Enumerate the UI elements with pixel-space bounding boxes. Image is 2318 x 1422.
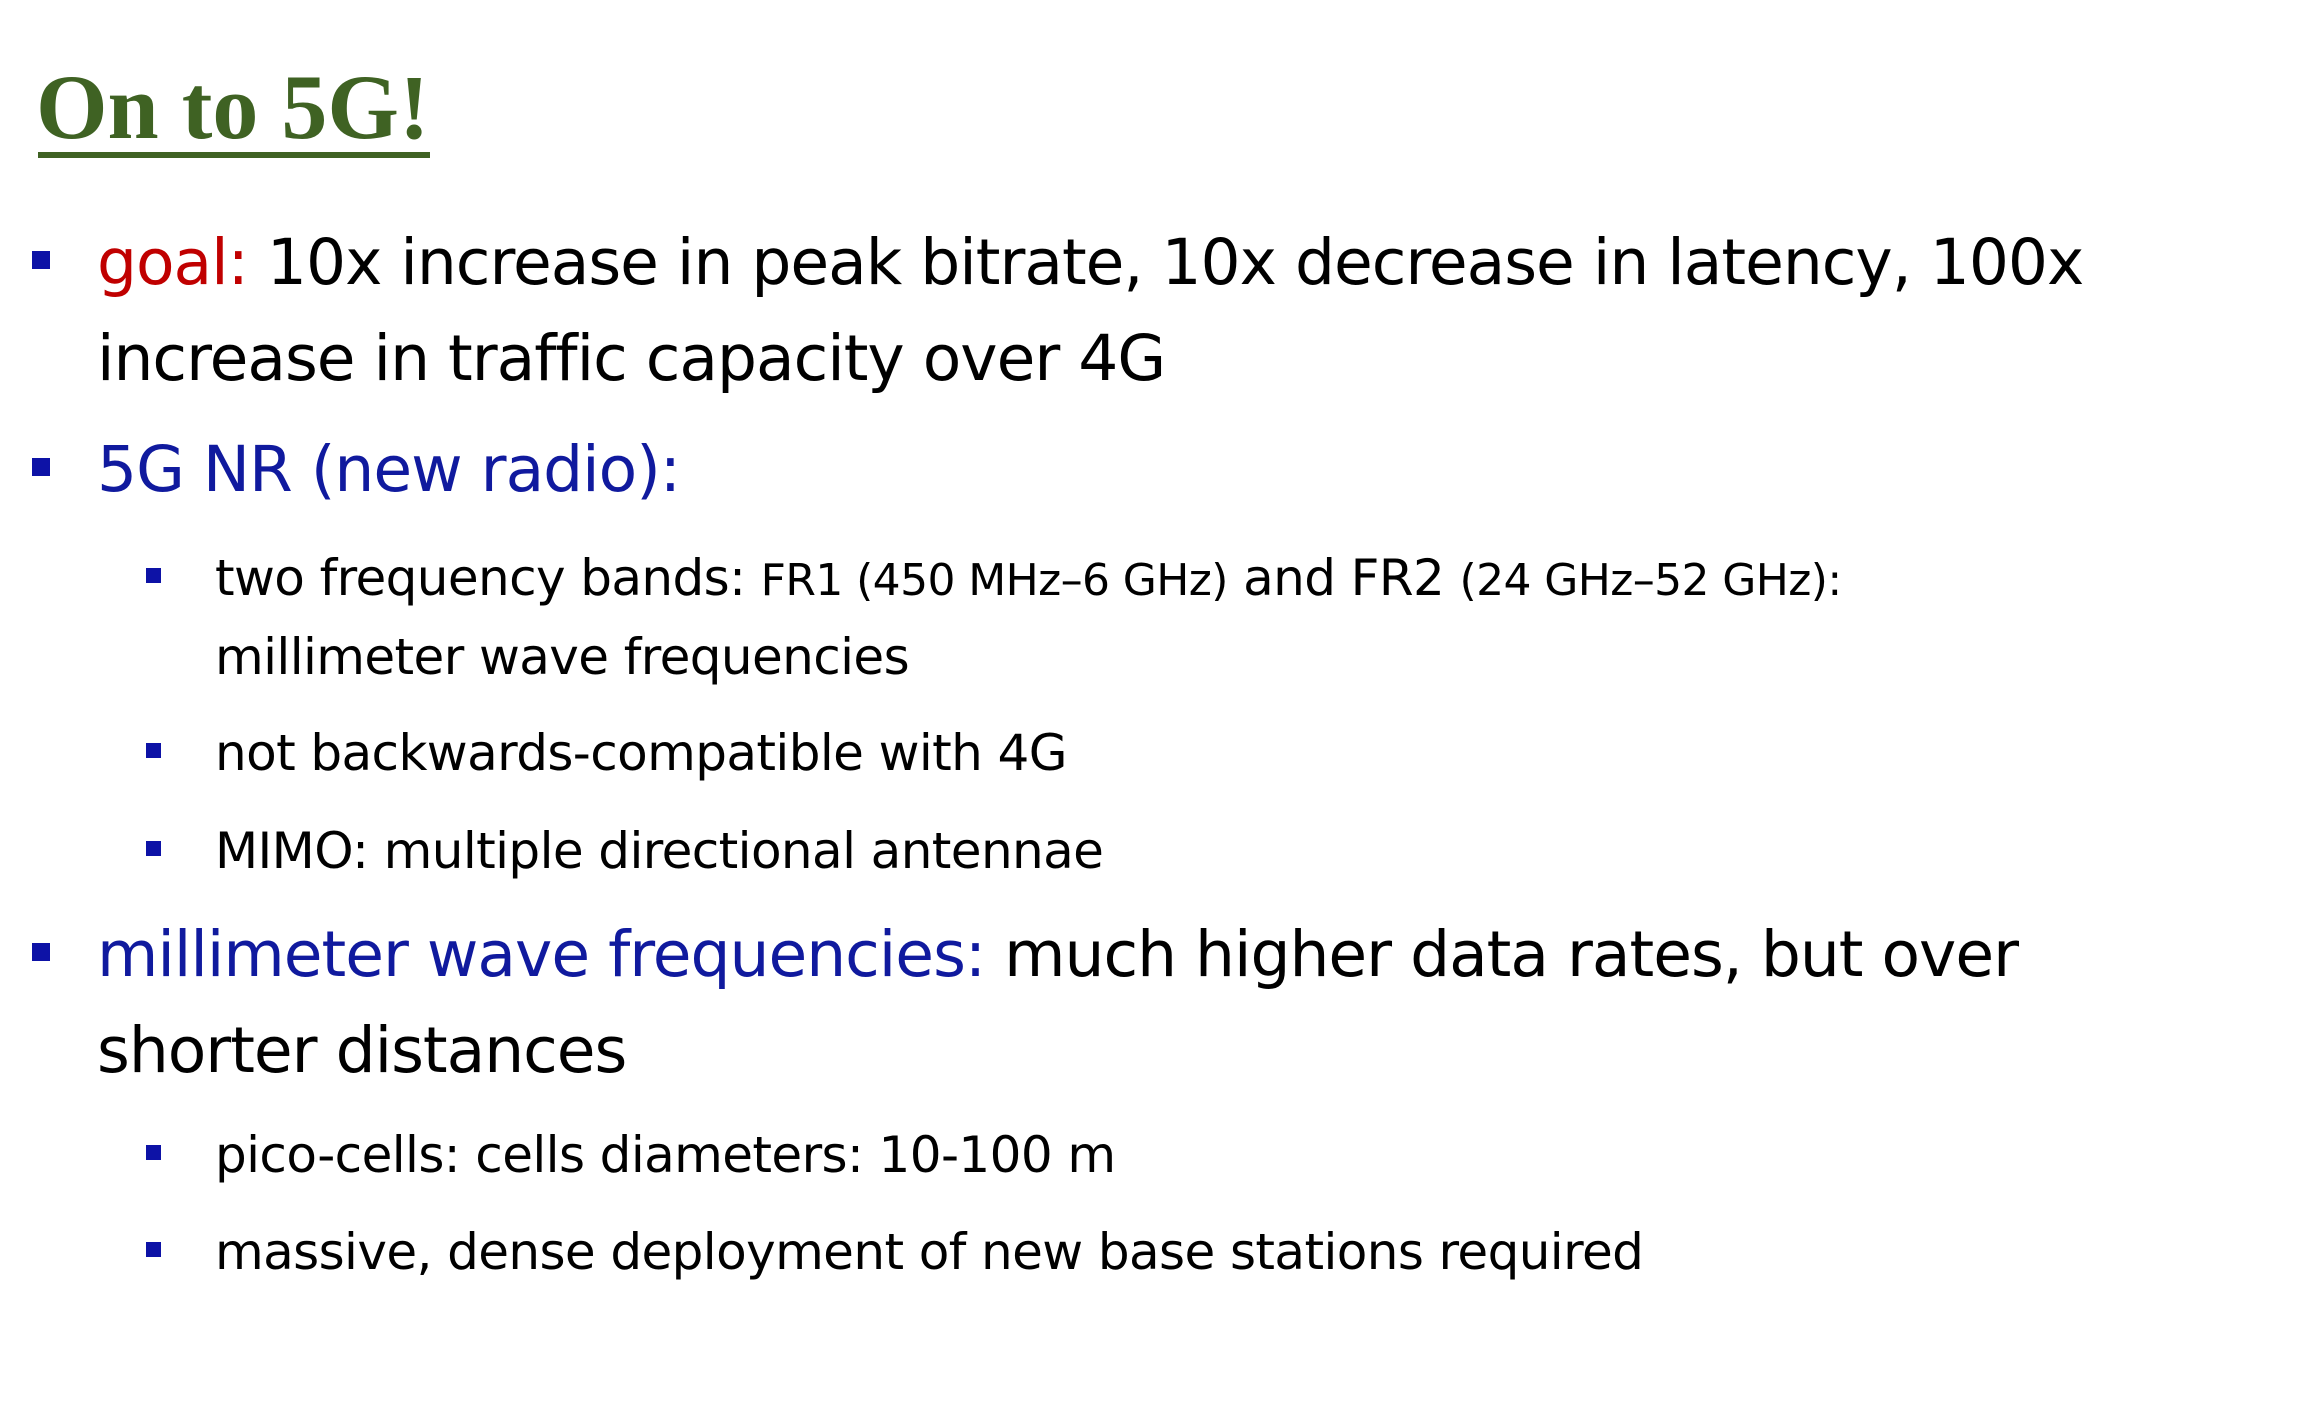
sub-bullet-marker <box>146 743 161 758</box>
mmwave-line2: shorter distances <box>97 1014 627 1087</box>
bullet-marker <box>32 458 50 476</box>
bands-part3: and FR2 <box>1227 549 1460 607</box>
bands-part2: FR1 (450 MHz–6 GHz) <box>760 555 1229 606</box>
sub-bullet-marker <box>146 841 161 856</box>
bands-line2: millimeter wave frequencies <box>215 628 910 686</box>
sub-bullet-marker <box>146 1242 161 1257</box>
goal-line2: increase in traffic capacity over 4G <box>97 322 1166 395</box>
mmwave-line1: much higher data rates, but over <box>985 918 2019 991</box>
sub-bullet-bands-text: two frequency bands: FR1 (450 MHz–6 GHz)… <box>215 540 1842 695</box>
bands-part1: two frequency bands: <box>215 549 761 607</box>
mimo-text: MIMO: multiple directional antennae <box>215 822 1104 880</box>
bullet-marker <box>32 251 50 269</box>
compat-text: not backwards-compatible with 4G <box>215 724 1068 782</box>
goal-line1: 10x increase in peak bitrate, 10x decrea… <box>247 226 2084 299</box>
goal-label: goal: <box>97 226 249 299</box>
bands-part4: (24 GHz–52 GHz): <box>1459 555 1843 606</box>
bullet-goal-text: goal: 10x increase in peak bitrate, 10x … <box>97 215 2084 407</box>
bullet-mmwave-text: millimeter wave frequencies: much higher… <box>97 907 2019 1099</box>
sub-bullet-marker <box>146 568 161 583</box>
bullet-marker <box>32 943 50 961</box>
sub-bullet-marker <box>146 1145 161 1160</box>
slide-title: On to 5G! <box>36 56 430 158</box>
mmwave-label: millimeter wave frequencies: <box>97 918 986 991</box>
pico-text: pico-cells: cells diameters: 10-100 m <box>215 1126 1116 1184</box>
nr-label: 5G NR (new radio): <box>97 433 681 506</box>
massive-text: massive, dense deployment of new base st… <box>215 1223 1644 1281</box>
title-underline <box>38 152 430 158</box>
